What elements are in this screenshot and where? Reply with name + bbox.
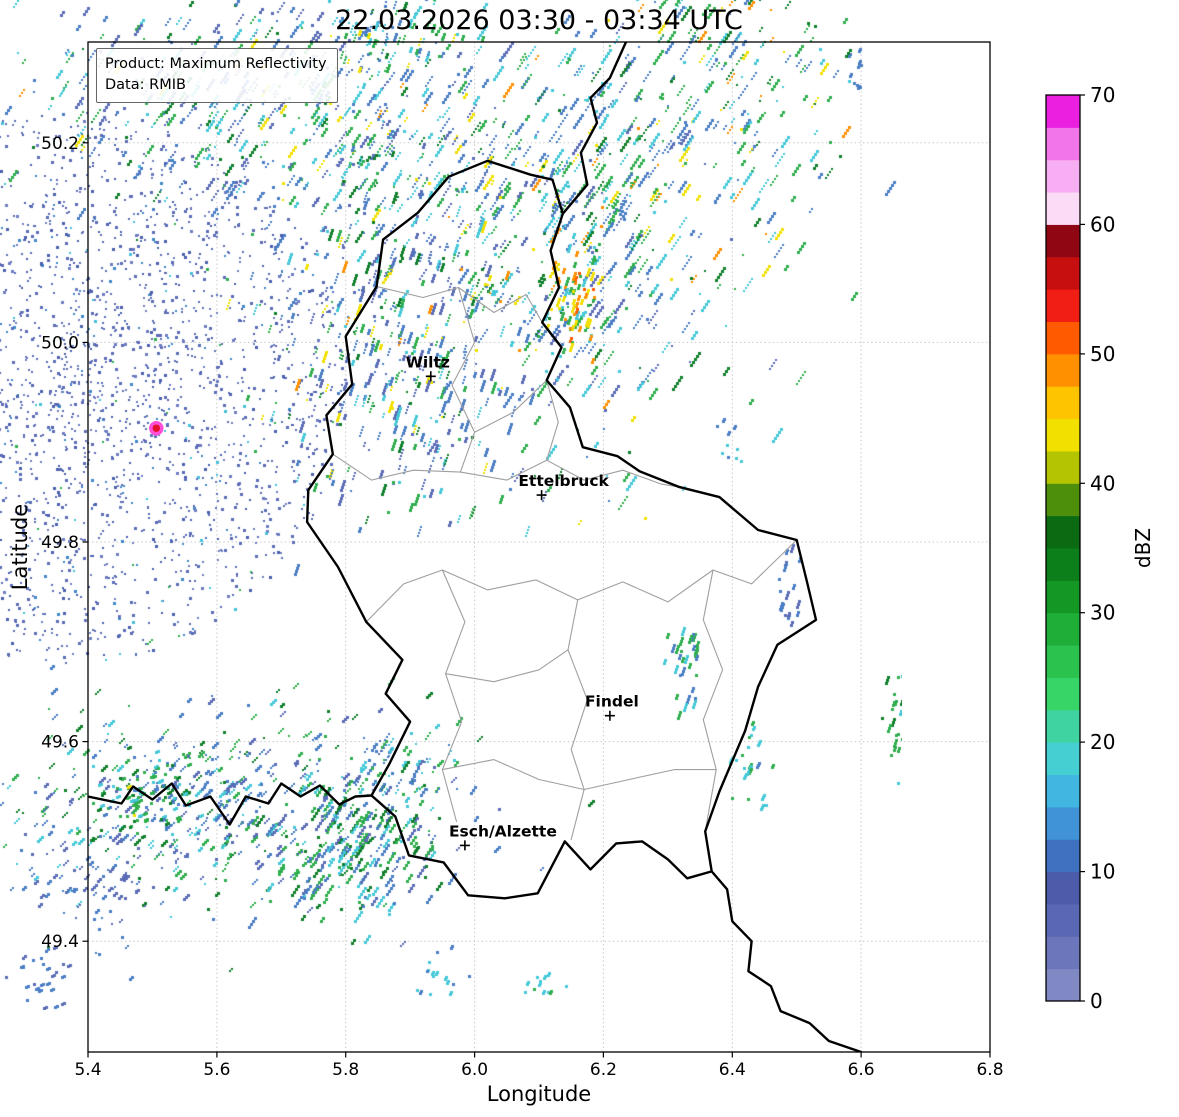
colorbar-segment xyxy=(1046,353,1080,387)
canton-border xyxy=(376,285,543,323)
colorbar-tick-label: 70 xyxy=(1090,83,1115,107)
colorbar-segment xyxy=(1046,450,1080,484)
colorbar-segment xyxy=(1046,871,1080,905)
colorbar-frame xyxy=(1045,94,1081,1002)
plot-frame xyxy=(87,41,991,1053)
canton-border xyxy=(441,759,717,791)
colorbar-segment xyxy=(1046,386,1080,420)
national-border xyxy=(710,870,863,1052)
colorbar-segment xyxy=(1046,612,1080,646)
colorbar-segment xyxy=(1046,127,1080,161)
colorbar-segment xyxy=(1046,483,1080,517)
colorbar-segment xyxy=(1046,192,1080,225)
x-tick-label: 5.4 xyxy=(74,1060,101,1080)
canton-border xyxy=(332,453,681,488)
country-border xyxy=(305,159,818,900)
colorbar-segment xyxy=(1046,774,1080,808)
city-marker-icon xyxy=(536,490,547,501)
colorbar-segment xyxy=(1046,903,1080,937)
x-tick-label: 6.6 xyxy=(848,1060,875,1080)
y-tick-label: 49.6 xyxy=(41,733,79,753)
echo-canvas xyxy=(0,0,902,1010)
x-tick-label: 6.0 xyxy=(461,1060,488,1080)
annotation-data-line: Data: RMIB xyxy=(105,77,186,94)
x-tick-label: 5.8 xyxy=(332,1060,359,1080)
x-axis-label: Longitude xyxy=(486,1082,592,1106)
canton-border xyxy=(445,649,569,683)
canton-border xyxy=(702,569,724,832)
y-tick-label: 49.4 xyxy=(41,932,79,952)
city-label: Ettelbruck xyxy=(518,472,609,490)
colorbar-segment xyxy=(1046,677,1080,711)
colorbar-segment xyxy=(1046,321,1080,355)
colorbar-segment xyxy=(1046,968,1080,1002)
colorbar-segment xyxy=(1046,289,1080,322)
national-border xyxy=(88,782,373,826)
x-tick-label: 5.6 xyxy=(203,1060,230,1080)
radar-site-dot xyxy=(149,420,164,436)
colorbar-segment xyxy=(1046,548,1080,581)
canton-border xyxy=(546,379,559,461)
annotation-box: Product: Maximum Reflectivity Data: RMIB xyxy=(96,48,338,104)
city-label: Findel xyxy=(585,693,639,711)
city-marker-icon xyxy=(459,840,470,851)
colorbar-segment xyxy=(1046,418,1080,452)
canton-border xyxy=(441,569,466,823)
city-label: Wiltz xyxy=(406,353,450,371)
national-border xyxy=(561,42,628,215)
annotation-product-line: Product: Maximum Reflectivity xyxy=(105,56,327,72)
colorbar-tick-label: 40 xyxy=(1090,471,1115,495)
y-tick-label: 50.0 xyxy=(41,333,79,353)
colorbar-segment xyxy=(1046,742,1080,775)
colorbar-segment xyxy=(1046,224,1080,258)
colorbar-segment xyxy=(1046,256,1080,290)
colorbar-segment xyxy=(1046,580,1080,614)
colorbar-segment xyxy=(1046,839,1080,873)
colorbar-tick-label: 20 xyxy=(1090,730,1115,754)
x-tick-label: 6.4 xyxy=(719,1060,746,1080)
y-tick-label: 49.8 xyxy=(41,533,79,553)
colorbar-tick-label: 60 xyxy=(1090,212,1115,236)
x-tick-label: 6.8 xyxy=(976,1060,1003,1080)
x-tick-label: 6.2 xyxy=(590,1060,617,1080)
city-label: Esch/Alzette xyxy=(449,822,557,840)
y-axis-label: Latitude xyxy=(8,503,32,591)
canton-border xyxy=(474,379,548,433)
canton-border xyxy=(365,539,798,623)
colorbar-segment xyxy=(1046,159,1080,193)
colorbar-tick-label: 50 xyxy=(1090,342,1115,366)
colorbar-segment xyxy=(1046,645,1080,678)
colorbar-segment xyxy=(1046,806,1080,840)
colorbar-tick-label: 30 xyxy=(1090,601,1115,625)
city-marker-icon xyxy=(604,710,615,721)
figure-title: 22.03.2026 03:30 - 03:34 UTC xyxy=(335,5,743,36)
colorbar-tick-label: 0 xyxy=(1090,989,1103,1013)
colorbar-segment xyxy=(1046,709,1080,743)
canton-border xyxy=(567,599,588,840)
city-marker-icon xyxy=(425,371,436,382)
colorbar-label: dBZ xyxy=(1131,527,1155,569)
canton-border xyxy=(451,286,476,473)
colorbar-segment xyxy=(1046,95,1080,128)
colorbar-segment xyxy=(1046,936,1080,970)
colorbar-tick-label: 10 xyxy=(1090,860,1115,884)
colorbar-segment xyxy=(1046,515,1080,549)
y-tick-label: 50.2 xyxy=(41,134,79,154)
